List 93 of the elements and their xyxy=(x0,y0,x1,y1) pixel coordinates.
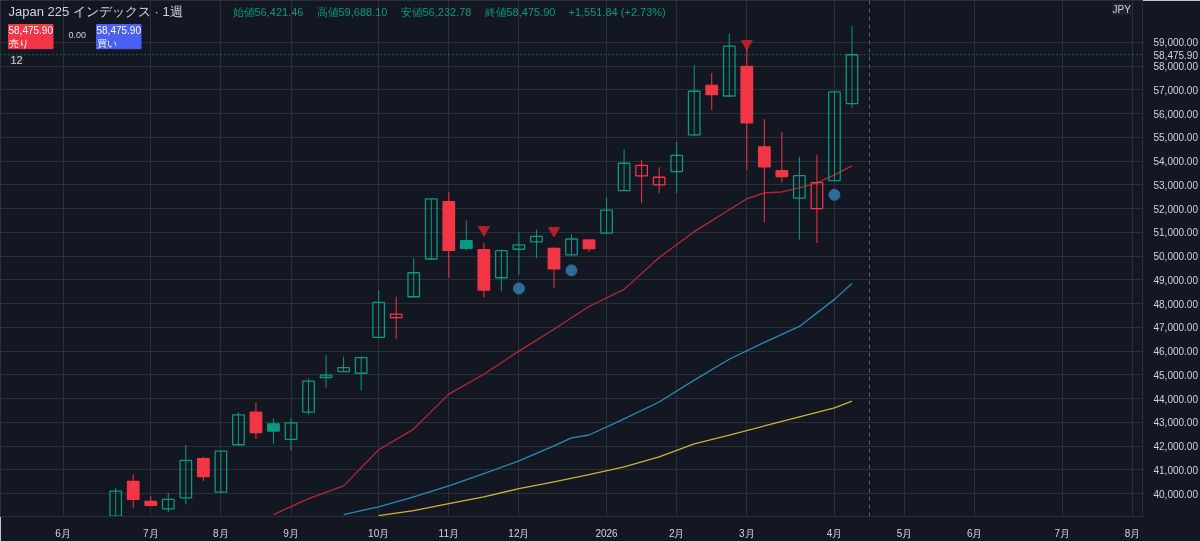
candlestick xyxy=(196,456,210,482)
candlestick xyxy=(687,64,701,137)
y-tick-label: 44,000.00 xyxy=(1153,393,1199,405)
y-tick-label: 57,000.00 xyxy=(1153,84,1199,96)
candlestick xyxy=(792,156,806,241)
candlestick xyxy=(810,154,824,244)
annotation: 安値56,232.78 xyxy=(400,5,472,18)
candlestick xyxy=(652,166,666,194)
line-series xyxy=(272,165,853,516)
candlestick xyxy=(757,118,771,223)
candlestick xyxy=(459,219,473,251)
candlestick xyxy=(600,196,613,235)
x-tick-label: 2026 xyxy=(595,527,619,539)
candlestick xyxy=(389,296,403,340)
candlestick xyxy=(407,257,421,299)
x-tick-label: 11月 xyxy=(438,527,459,539)
candlestick xyxy=(530,229,543,259)
candlestick xyxy=(372,289,386,339)
candlestick xyxy=(775,131,789,183)
x-tick-label: 6月 xyxy=(55,527,71,539)
candlestick xyxy=(267,417,280,445)
annotation: +1,551.84 (+2.73%) xyxy=(568,5,666,18)
annotation: 終値58,475.90 xyxy=(483,5,556,18)
x-tick-label: 8月 xyxy=(213,527,229,539)
line-series xyxy=(378,400,853,517)
candlestick xyxy=(722,33,736,98)
y-tick-label: 41,000.00 xyxy=(1153,464,1199,476)
y-tick-label: 45,000.00 xyxy=(1153,369,1199,381)
candlestick xyxy=(705,72,719,111)
y-tick-label: 46,000.00 xyxy=(1153,346,1199,358)
x-tick-label: 10月 xyxy=(368,527,390,539)
candlestick xyxy=(512,231,526,276)
y-tick-label: 51,000.00 xyxy=(1153,227,1199,239)
annotation: 高値59,688.10 xyxy=(316,5,388,18)
candlestick xyxy=(547,246,561,289)
candlestick xyxy=(617,148,631,192)
point xyxy=(828,188,841,201)
x-tick-label: 3月 xyxy=(739,527,755,539)
x-tick-label: 5月 xyxy=(896,527,913,539)
candlestick xyxy=(635,159,649,204)
candlestick xyxy=(494,249,508,292)
annotation: 12 xyxy=(10,53,23,66)
y-tick-label: 40,000.00 xyxy=(1153,488,1199,500)
x-tick-label: 7月 xyxy=(142,527,159,539)
y-tick-label: 54,000.00 xyxy=(1153,156,1199,168)
candlestick xyxy=(232,411,245,446)
x-tick-label: 9月 xyxy=(283,527,299,539)
y-tick-label: 53,000.00 xyxy=(1153,179,1199,191)
point xyxy=(547,227,560,238)
line-series xyxy=(342,282,853,516)
x-tick-label: 7月 xyxy=(1054,527,1071,539)
y-tick-label: 49,000.00 xyxy=(1153,274,1199,286)
candlestick xyxy=(214,450,228,493)
x-tick-label: 8月 xyxy=(1124,527,1141,539)
y-tick-label: 52,000.00 xyxy=(1153,203,1199,215)
annotation: 58,475.90 売り xyxy=(8,24,54,49)
y-tick-label: 48,000.00 xyxy=(1153,298,1199,310)
annotation: 始値56,421.46 xyxy=(232,5,304,18)
candlestick xyxy=(126,473,140,509)
y-tick-label: 59,000.00 xyxy=(1153,37,1199,49)
point xyxy=(565,264,578,277)
candlestick xyxy=(670,141,684,194)
candlestick xyxy=(179,444,193,505)
y-tick-label: 55,000.00 xyxy=(1153,132,1199,144)
candlestick xyxy=(284,417,298,451)
x-tick-label: 2月 xyxy=(668,527,685,539)
candlestick xyxy=(565,233,578,257)
y-tick-label: 43,000.00 xyxy=(1153,417,1199,429)
y-tick-label: 56,000.00 xyxy=(1153,108,1199,120)
candlestick xyxy=(354,356,368,391)
x-tick-label: 12月 xyxy=(508,527,530,539)
candlestick xyxy=(845,25,859,109)
point xyxy=(512,282,525,295)
y-tick-label: 42,000.00 xyxy=(1153,441,1199,453)
x-tick-label: 4月 xyxy=(826,527,843,539)
y-tick-label: 50,000.00 xyxy=(1153,251,1199,263)
candlestick xyxy=(424,198,438,261)
y-tick-label: 58,000.00 xyxy=(1153,61,1199,73)
candlestick xyxy=(828,91,841,182)
ref-line-label: 58,475.90 xyxy=(1153,49,1199,61)
candlestick xyxy=(109,487,123,517)
candlestick xyxy=(249,401,263,440)
x-tick-label: 6月 xyxy=(966,527,983,539)
candlestick xyxy=(302,377,315,416)
candlestick xyxy=(319,354,333,388)
chart-title: Japan 225 インデックス · 1週 xyxy=(8,3,183,19)
y-tick-label: 47,000.00 xyxy=(1153,322,1199,334)
candlestick xyxy=(161,492,175,513)
annotation: JPY xyxy=(1112,3,1132,15)
point xyxy=(477,226,490,237)
annotation: 0.00 xyxy=(68,29,87,40)
annotation: 58,475.90 買い xyxy=(96,24,142,49)
point xyxy=(740,40,753,51)
